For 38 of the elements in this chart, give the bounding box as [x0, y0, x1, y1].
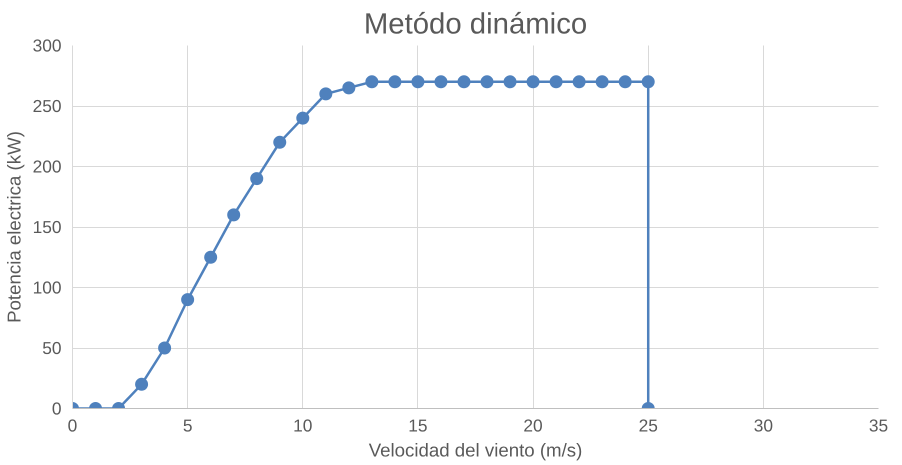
- point: [342, 81, 356, 94]
- point: [319, 87, 332, 100]
- x-tick-label: 35: [868, 416, 888, 436]
- y-tick-label: 100: [32, 278, 62, 298]
- y-axis-title: Potencia electrica (kW): [4, 131, 25, 323]
- point: [365, 75, 378, 88]
- point: [296, 112, 310, 125]
- point: [204, 250, 218, 264]
- x-tick-label: 10: [293, 416, 312, 436]
- y-tick-label: 0: [52, 398, 62, 418]
- y-tick-label: 300: [32, 36, 62, 56]
- point: [526, 75, 540, 88]
- point: [434, 75, 448, 88]
- point: [480, 75, 494, 88]
- point: [227, 208, 240, 222]
- point: [596, 75, 609, 88]
- y-tick-label: 150: [32, 217, 62, 237]
- point: [273, 136, 286, 149]
- x-tick-label: 30: [754, 416, 773, 436]
- x-tick-label: 15: [408, 416, 428, 436]
- point: [572, 75, 586, 88]
- x-tick-label: 0: [68, 416, 78, 436]
- y-tick-label: 250: [32, 96, 62, 116]
- point: [550, 75, 563, 88]
- point: [411, 75, 424, 88]
- point: [618, 75, 632, 88]
- y-tick-label: 200: [32, 156, 62, 176]
- y-tick-label: 50: [42, 338, 62, 358]
- point: [250, 172, 264, 186]
- x-tick-label: 5: [182, 416, 192, 436]
- x-axis-title: Velocidad del viento (m/s): [368, 440, 582, 460]
- point: [504, 75, 517, 88]
- point: [457, 75, 470, 88]
- point: [388, 75, 402, 88]
- chart-title: Metódo dinámico: [364, 8, 588, 40]
- x-tick-label: 20: [523, 416, 543, 436]
- point: [642, 75, 655, 88]
- x-tick-label: 25: [638, 416, 658, 436]
